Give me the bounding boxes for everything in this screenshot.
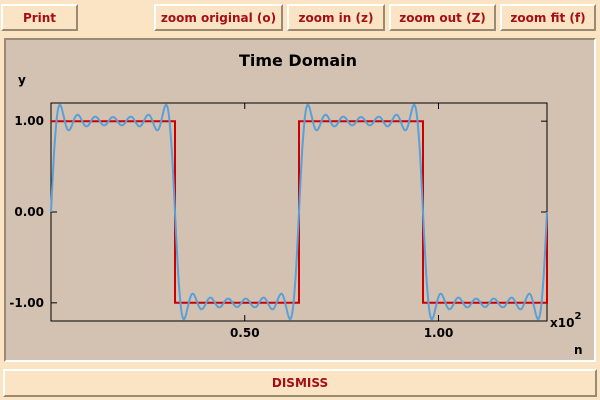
x-axis-multiplier-exponent: 2 — [574, 311, 581, 322]
y-tick-label: -1.00 — [9, 296, 44, 310]
time-domain-chart[interactable]: Time Domain y n x102 1.000.00-1.000.50 1.… — [6, 40, 594, 360]
zoom-in-button[interactable]: zoom in (z) — [287, 4, 385, 31]
axis-ticks: 1.00 0.00 -1.00 0.50 1.00 — [9, 103, 547, 340]
dismiss-button[interactable]: DISMISS — [3, 369, 597, 397]
zoom-out-button[interactable]: zoom out (Z) — [389, 4, 496, 31]
x-axis-label: n — [574, 343, 583, 357]
fourier-approximation-series — [50, 103, 548, 321]
y-tick-label: 0.00 — [14, 205, 44, 219]
x-axis-multiplier: x102 — [550, 311, 581, 330]
x-axis-multiplier-base: x10 — [550, 316, 574, 330]
y-tick-label: 1.00 — [14, 114, 44, 128]
zoom-original-button[interactable]: zoom original (o) — [154, 4, 283, 31]
plot-panel[interactable]: Time Domain y n x102 1.00 0.00 -1.00 0.50 1.… — [4, 38, 596, 362]
zoom-fit-button[interactable]: zoom fit (f) — [500, 4, 596, 31]
print-button[interactable]: Print — [1, 4, 78, 31]
y-axis-label: y — [18, 73, 26, 87]
square-wave-series — [51, 120, 548, 304]
x-tick-label: 1.00 — [424, 326, 454, 340]
x-tick-label: 0.50 — [230, 326, 260, 340]
chart-title: Time Domain — [239, 51, 357, 70]
